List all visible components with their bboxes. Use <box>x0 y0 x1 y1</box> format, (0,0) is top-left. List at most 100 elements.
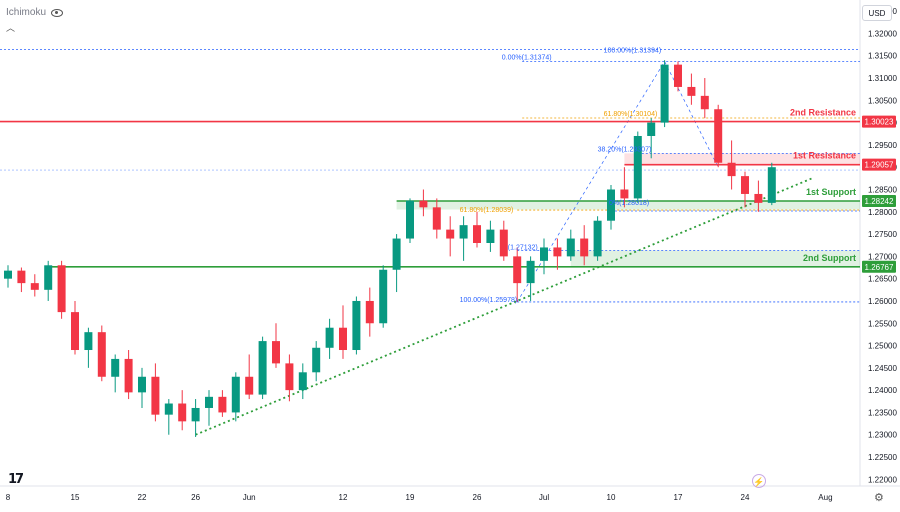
y-tick-label: 1.29500 <box>868 141 897 150</box>
fib-label: 61.80%(1.28039) <box>460 207 514 214</box>
fib-label: (1.27132) <box>508 244 538 251</box>
level-price-tag-text: 1.28242 <box>865 197 894 206</box>
candle-body <box>138 376 146 393</box>
fib-label: 61.80%(1.30104) <box>604 111 658 118</box>
candle-body <box>245 376 254 395</box>
y-tick-label: 1.32000 <box>868 29 897 38</box>
candle-body <box>4 270 12 279</box>
y-tick-label: 1.25500 <box>868 319 897 328</box>
fib-connector-line <box>516 61 665 303</box>
x-tick-label: 15 <box>71 493 80 502</box>
y-tick-label: 1.24500 <box>868 364 897 373</box>
candle-body <box>526 260 535 284</box>
y-tick-label: 1.28500 <box>868 185 897 194</box>
candle-body <box>365 300 374 324</box>
candle-body <box>566 238 575 257</box>
fib-connector-line <box>664 61 719 168</box>
lightning-icon[interactable]: ⚡ <box>752 474 766 488</box>
candle-body <box>178 403 187 422</box>
candle-body <box>607 189 615 221</box>
candle-body <box>84 332 93 351</box>
x-tick-label: 17 <box>674 493 683 502</box>
y-tick-label: 1.22500 <box>868 453 897 462</box>
candle-body <box>44 265 53 290</box>
candle-body <box>660 64 669 123</box>
x-tick-label: Jul <box>539 493 549 502</box>
candle-body <box>647 122 656 136</box>
level-price-tag <box>862 194 896 207</box>
candle-body <box>741 176 749 194</box>
candle-body <box>352 300 361 351</box>
level-label: 1st Resistance <box>793 151 856 161</box>
fib-label: 0%(1.28018) <box>609 200 649 207</box>
candle-body <box>164 403 173 415</box>
candle-body <box>379 269 388 324</box>
y-tick-label: 1.28000 <box>868 208 897 217</box>
candle-body <box>111 358 120 377</box>
y-tick-label: 1.22000 <box>868 475 897 484</box>
x-tick-label: 10 <box>607 493 616 502</box>
level-price-tag <box>862 158 896 171</box>
candle-body <box>339 327 347 351</box>
candle-body <box>124 358 133 393</box>
candle-body <box>17 270 26 284</box>
candle-body <box>432 207 441 230</box>
candle-body <box>714 109 723 163</box>
candle-body <box>513 256 522 284</box>
y-tick-label: 1.25000 <box>868 342 897 351</box>
candle-body <box>674 64 682 87</box>
y-tick-label: 1.26000 <box>868 297 897 306</box>
indicator-legend[interactable]: Ichimoku ︿ <box>6 7 64 33</box>
candle-body <box>231 376 240 413</box>
gear-icon[interactable]: ⚙ <box>874 492 884 504</box>
y-tick-label: 1.31500 <box>868 52 897 61</box>
indicator-label: Ichimoku <box>6 7 47 18</box>
y-tick-label: 1.23000 <box>868 431 897 440</box>
x-tick-label: 26 <box>191 493 200 502</box>
x-tick-label: 19 <box>406 493 415 502</box>
candle-body <box>767 167 776 203</box>
candle-body <box>285 363 294 391</box>
trendline <box>195 177 813 436</box>
candle-body <box>499 229 508 257</box>
candle-body <box>151 376 160 415</box>
support-zone <box>396 200 860 210</box>
fib-label: 38.20%(1.29307) <box>598 147 652 154</box>
candle-body <box>272 341 280 364</box>
x-tick-label: Aug <box>818 493 832 502</box>
level-price-tag-text: 1.26767 <box>865 263 894 272</box>
y-tick-label: 1.23500 <box>868 408 897 417</box>
candle-body <box>57 265 66 313</box>
x-tick-label: 22 <box>138 493 147 502</box>
candle-body <box>30 283 39 290</box>
chevron-up-icon[interactable]: ︿ <box>6 23 16 33</box>
candle-body <box>580 238 589 257</box>
candle-body <box>700 95 709 110</box>
candle-body <box>486 229 495 243</box>
candle-body <box>71 312 79 351</box>
tradingview-logo-icon: 17 <box>8 472 24 487</box>
resistance-zone <box>624 153 860 165</box>
y-tick-label: 1.27500 <box>868 230 897 239</box>
level-label: 1st Support <box>806 187 856 197</box>
y-tick-label: 1.26500 <box>868 275 897 284</box>
level-price-tag-text: 1.30023 <box>865 118 894 127</box>
eye-icon[interactable] <box>51 8 64 17</box>
candle-body <box>459 225 468 239</box>
candle-body <box>406 200 414 239</box>
level-price-tag-text: 1.29057 <box>865 161 894 170</box>
y-tick-label: 1.27000 <box>868 252 897 261</box>
currency-button[interactable]: USD <box>862 5 892 21</box>
x-tick-label: 8 <box>6 493 11 502</box>
candle-body <box>392 238 401 270</box>
support-zone <box>570 250 860 267</box>
candle-body <box>312 347 321 373</box>
fib-label: 0.00%(1.31374) <box>502 54 552 61</box>
candle-body <box>687 86 696 96</box>
candle-body <box>97 332 106 377</box>
x-tick-label: 12 <box>339 493 348 502</box>
x-tick-label: 26 <box>473 493 482 502</box>
candle-body <box>258 341 267 395</box>
x-tick-label: 24 <box>741 493 750 502</box>
